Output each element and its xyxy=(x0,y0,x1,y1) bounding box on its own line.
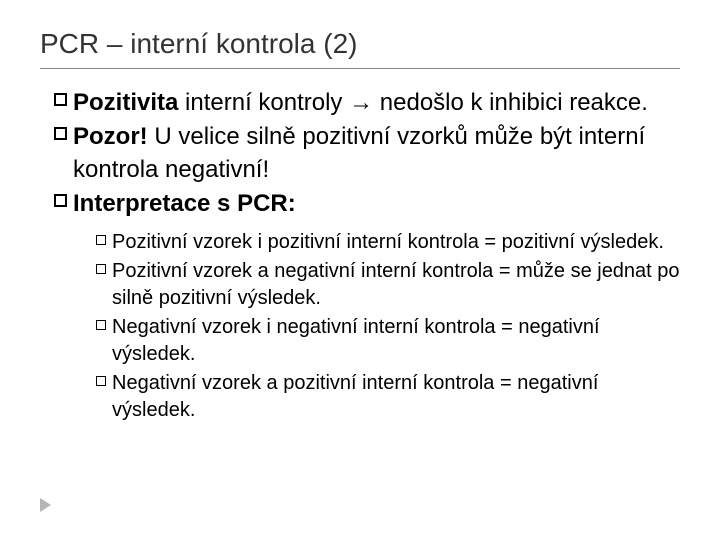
bullet-item: Pozor! U velice silně pozitivní vzorků m… xyxy=(54,121,680,186)
small-square-bullet-icon xyxy=(96,376,106,386)
small-square-bullet-icon xyxy=(96,264,106,274)
bullet-prefix: Pozitivita xyxy=(73,89,178,116)
bullet-prefix: Interpretace s PCR: xyxy=(73,190,296,217)
sub-bullet-item: Pozitivní vzorek a negativní interní kon… xyxy=(96,258,680,312)
sub-bullet-item: Negativní vzorek i negativní interní kon… xyxy=(96,314,680,368)
bullet-text: Interpretace s PCR: xyxy=(73,188,296,220)
small-square-bullet-icon xyxy=(96,320,106,330)
slide-title: PCR – interní kontrola (2) xyxy=(40,28,680,69)
square-bullet-icon xyxy=(54,127,67,140)
bullet-prefix: Pozor! xyxy=(73,123,148,150)
level2-list: Pozitivní vzorek i pozitivní interní kon… xyxy=(96,229,680,424)
square-bullet-icon xyxy=(54,93,67,106)
sub-bullet-text: Pozitivní vzorek a negativní interní kon… xyxy=(112,258,680,312)
bullet-text: Pozor! U velice silně pozitivní vzorků m… xyxy=(73,121,680,186)
next-slide-triangle-icon xyxy=(40,498,51,512)
sub-bullet-item: Pozitivní vzorek i pozitivní interní kon… xyxy=(96,229,680,256)
level1-list: Pozitivita interní kontroly → nedošlo k … xyxy=(54,87,680,221)
sub-bullet-text: Negativní vzorek i negativní interní kon… xyxy=(112,314,680,368)
sub-bullet-text: Negativní vzorek a pozitivní interní kon… xyxy=(112,370,680,424)
bullet-item: Pozitivita interní kontroly → nedošlo k … xyxy=(54,87,680,119)
bullet-rest: U velice silně pozitivní vzorků může být… xyxy=(73,123,645,182)
sub-bullet-item: Negativní vzorek a pozitivní interní kon… xyxy=(96,370,680,424)
bullet-item: Interpretace s PCR: xyxy=(54,188,680,220)
bullet-text: Pozitivita interní kontroly → nedošlo k … xyxy=(73,87,648,119)
small-square-bullet-icon xyxy=(96,235,106,245)
bullet-rest: interní kontroly → nedošlo k inhibici re… xyxy=(178,89,648,116)
sub-bullet-text: Pozitivní vzorek i pozitivní interní kon… xyxy=(112,229,664,256)
square-bullet-icon xyxy=(54,194,67,207)
